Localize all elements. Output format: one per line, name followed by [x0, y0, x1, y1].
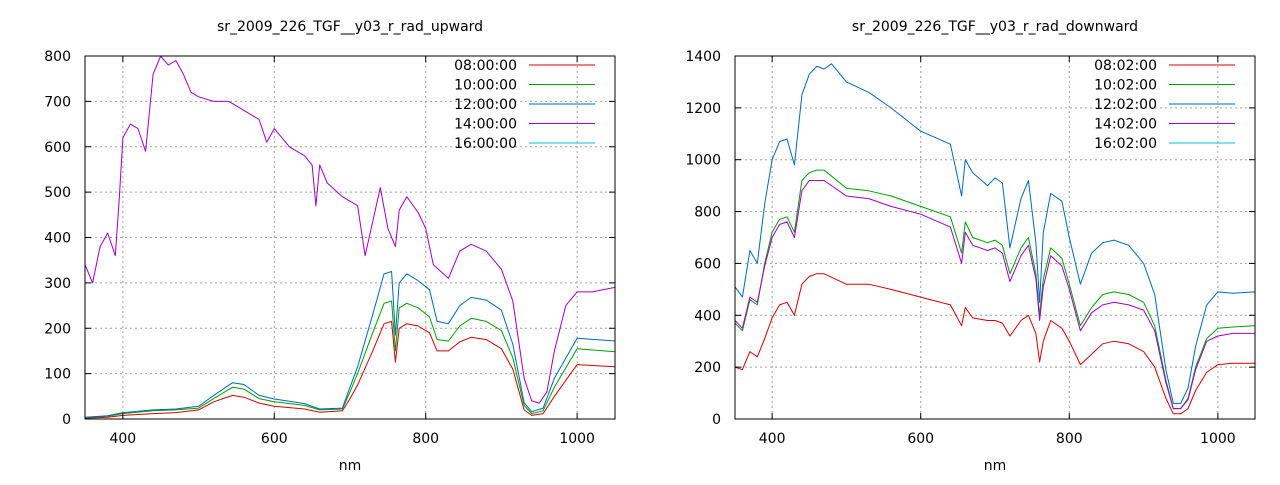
y-tick-label: 400	[694, 308, 721, 324]
x-tick-label: 800	[1056, 431, 1083, 447]
legend-label: 10:02:00	[1094, 78, 1157, 94]
y-tick-label: 800	[694, 205, 721, 221]
x-tick-label: 600	[907, 431, 934, 447]
series-line-2	[735, 169, 1255, 410]
legend-label: 08:00:00	[454, 58, 517, 74]
series-line-4	[735, 180, 1255, 410]
x-tick-label: 1000	[1200, 431, 1236, 447]
y-tick-label: 500	[44, 185, 71, 201]
plot-frame	[734, 55, 1256, 420]
x-tick-label: 400	[759, 431, 786, 447]
y-tick-label: 600	[44, 140, 71, 156]
series-line-3	[85, 271, 615, 418]
legend-label: 14:02:00	[1094, 117, 1157, 133]
x-tick-label: 400	[109, 431, 136, 447]
y-tick-label: 700	[44, 94, 71, 110]
x-axis-label: nm	[984, 458, 1007, 474]
chart-title: sr_2009_226_TGF__y03_r_rad_downward	[852, 19, 1138, 35]
series-line-3	[735, 63, 1255, 404]
y-tick-label: 200	[694, 360, 721, 376]
y-tick-label: 100	[44, 367, 71, 383]
x-tick-label: 800	[412, 431, 439, 447]
legend-label: 16:02:00	[1094, 136, 1157, 152]
legend-label: 14:00:00	[454, 117, 517, 133]
y-tick-label: 1400	[685, 49, 721, 65]
y-tick-label: 300	[44, 276, 71, 292]
y-tick-label: 0	[712, 412, 721, 428]
y-tick-label: 1000	[685, 153, 721, 169]
chart-panel-1: 400 600 800 1000 0 100 200 300 400 500 600 700 800 sr…	[44, 19, 616, 474]
series-line-1	[85, 320, 615, 419]
legend-label: 16:00:00	[454, 136, 517, 152]
y-tick-label: 0	[62, 412, 71, 428]
x-tick-label: 600	[261, 431, 288, 447]
y-tick-label: 400	[44, 231, 71, 247]
x-tick-label: 1000	[559, 431, 595, 447]
series-line-2	[85, 300, 615, 419]
chart-panel-2: 400 600 800 1000 0 200 400 600 800 1000 1200 1400 sr…	[685, 19, 1256, 474]
legend-label: 12:00:00	[454, 97, 517, 113]
legend-label: 10:00:00	[454, 78, 517, 94]
y-tick-label: 600	[694, 256, 721, 272]
legend-label: 08:02:00	[1094, 58, 1157, 74]
legend-label: 12:02:00	[1094, 97, 1157, 113]
y-tick-label: 200	[44, 321, 71, 337]
series-line-1	[735, 273, 1255, 415]
y-tick-label: 1200	[685, 101, 721, 117]
y-tick-label: 800	[44, 49, 71, 65]
chart-title: sr_2009_226_TGF__y03_r_rad_upward	[217, 19, 483, 35]
series-line-4	[85, 56, 615, 404]
x-axis-label: nm	[339, 458, 362, 474]
